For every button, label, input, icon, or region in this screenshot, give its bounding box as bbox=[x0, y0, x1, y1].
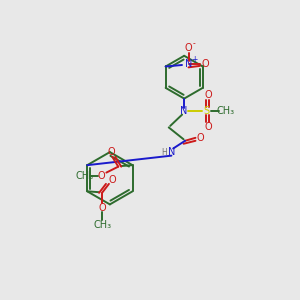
Text: -: - bbox=[193, 39, 196, 48]
Text: O: O bbox=[201, 58, 209, 68]
Text: CH₃: CH₃ bbox=[75, 172, 93, 182]
Text: N: N bbox=[185, 58, 192, 68]
Text: O: O bbox=[185, 43, 192, 53]
Text: O: O bbox=[98, 172, 105, 182]
Text: N: N bbox=[181, 106, 188, 116]
Text: O: O bbox=[204, 122, 212, 132]
Text: O: O bbox=[107, 147, 115, 158]
Text: S: S bbox=[203, 106, 209, 116]
Text: O: O bbox=[196, 133, 204, 143]
Text: O: O bbox=[98, 203, 106, 213]
Text: O: O bbox=[108, 175, 116, 185]
Text: O: O bbox=[204, 90, 212, 100]
Text: H: H bbox=[161, 148, 167, 157]
Text: CH₃: CH₃ bbox=[93, 220, 111, 230]
Text: N: N bbox=[168, 147, 175, 157]
Text: CH₃: CH₃ bbox=[217, 106, 235, 116]
Text: +: + bbox=[191, 55, 198, 64]
